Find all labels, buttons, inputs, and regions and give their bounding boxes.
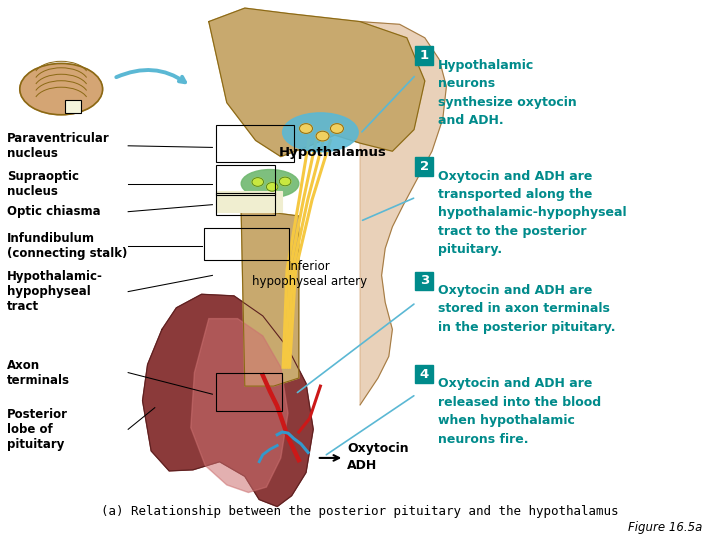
Text: Oxytocin and ADH are: Oxytocin and ADH are — [438, 284, 592, 297]
FancyBboxPatch shape — [415, 365, 433, 383]
Bar — [216, 165, 275, 195]
Ellipse shape — [241, 170, 299, 198]
Ellipse shape — [282, 113, 359, 152]
Circle shape — [266, 183, 278, 191]
Text: 4: 4 — [420, 368, 429, 381]
Text: Inferior
hypophyseal artery: Inferior hypophyseal artery — [252, 260, 367, 288]
FancyBboxPatch shape — [415, 46, 433, 65]
Bar — [204, 228, 289, 260]
Text: Hypothalamic: Hypothalamic — [438, 59, 534, 72]
FancyBboxPatch shape — [415, 157, 433, 176]
Text: Optic chiasma: Optic chiasma — [7, 205, 101, 218]
Text: neurons: neurons — [438, 77, 495, 90]
Text: Oxytocin: Oxytocin — [347, 442, 409, 455]
Text: Figure 16.5a: Figure 16.5a — [628, 521, 702, 534]
Text: Posterior
lobe of
pituitary: Posterior lobe of pituitary — [7, 408, 68, 451]
FancyBboxPatch shape — [415, 272, 433, 290]
Polygon shape — [241, 212, 299, 386]
Text: Axon
terminals: Axon terminals — [7, 359, 71, 387]
Text: Infundibulum
(connecting stalk): Infundibulum (connecting stalk) — [7, 232, 127, 260]
Polygon shape — [209, 8, 425, 157]
Text: Oxytocin and ADH are: Oxytocin and ADH are — [438, 170, 592, 183]
Text: Hypothalamic-
hypophyseal
tract: Hypothalamic- hypophyseal tract — [7, 270, 103, 313]
Text: (a) Relationship between the posterior pituitary and the hypothalamus: (a) Relationship between the posterior p… — [102, 505, 618, 518]
Polygon shape — [360, 22, 446, 405]
Bar — [216, 191, 282, 212]
Ellipse shape — [20, 64, 102, 115]
Bar — [65, 100, 81, 113]
Text: 3: 3 — [420, 274, 429, 287]
Text: 1: 1 — [420, 49, 429, 62]
Bar — [216, 373, 282, 411]
Circle shape — [279, 177, 291, 186]
Text: when hypothalamic: when hypothalamic — [438, 414, 575, 427]
Text: Hypothalamus: Hypothalamus — [279, 146, 387, 159]
Text: neurons fire.: neurons fire. — [438, 433, 528, 446]
Text: stored in axon terminals: stored in axon terminals — [438, 302, 610, 315]
Polygon shape — [191, 319, 288, 492]
Text: in the posterior pituitary.: in the posterior pituitary. — [438, 321, 616, 334]
Text: Supraoptic
nucleus: Supraoptic nucleus — [7, 170, 79, 198]
Bar — [216, 125, 294, 162]
Text: tract to the posterior: tract to the posterior — [438, 225, 586, 238]
Circle shape — [300, 124, 312, 133]
Text: released into the blood: released into the blood — [438, 396, 601, 409]
Text: and ADH.: and ADH. — [438, 114, 503, 127]
Text: synthesize oxytocin: synthesize oxytocin — [438, 96, 577, 109]
Bar — [216, 193, 275, 215]
Text: Paraventricular
nucleus: Paraventricular nucleus — [7, 132, 110, 160]
Text: hypothalamic-hypophyseal: hypothalamic-hypophyseal — [438, 206, 626, 219]
Text: Oxytocin and ADH are: Oxytocin and ADH are — [438, 377, 592, 390]
Circle shape — [316, 131, 329, 141]
Text: ADH: ADH — [347, 459, 377, 472]
Text: pituitary.: pituitary. — [438, 243, 502, 256]
Text: transported along the: transported along the — [438, 188, 592, 201]
Circle shape — [252, 178, 264, 186]
Polygon shape — [143, 294, 313, 507]
Circle shape — [330, 124, 343, 133]
Text: 2: 2 — [420, 160, 429, 173]
